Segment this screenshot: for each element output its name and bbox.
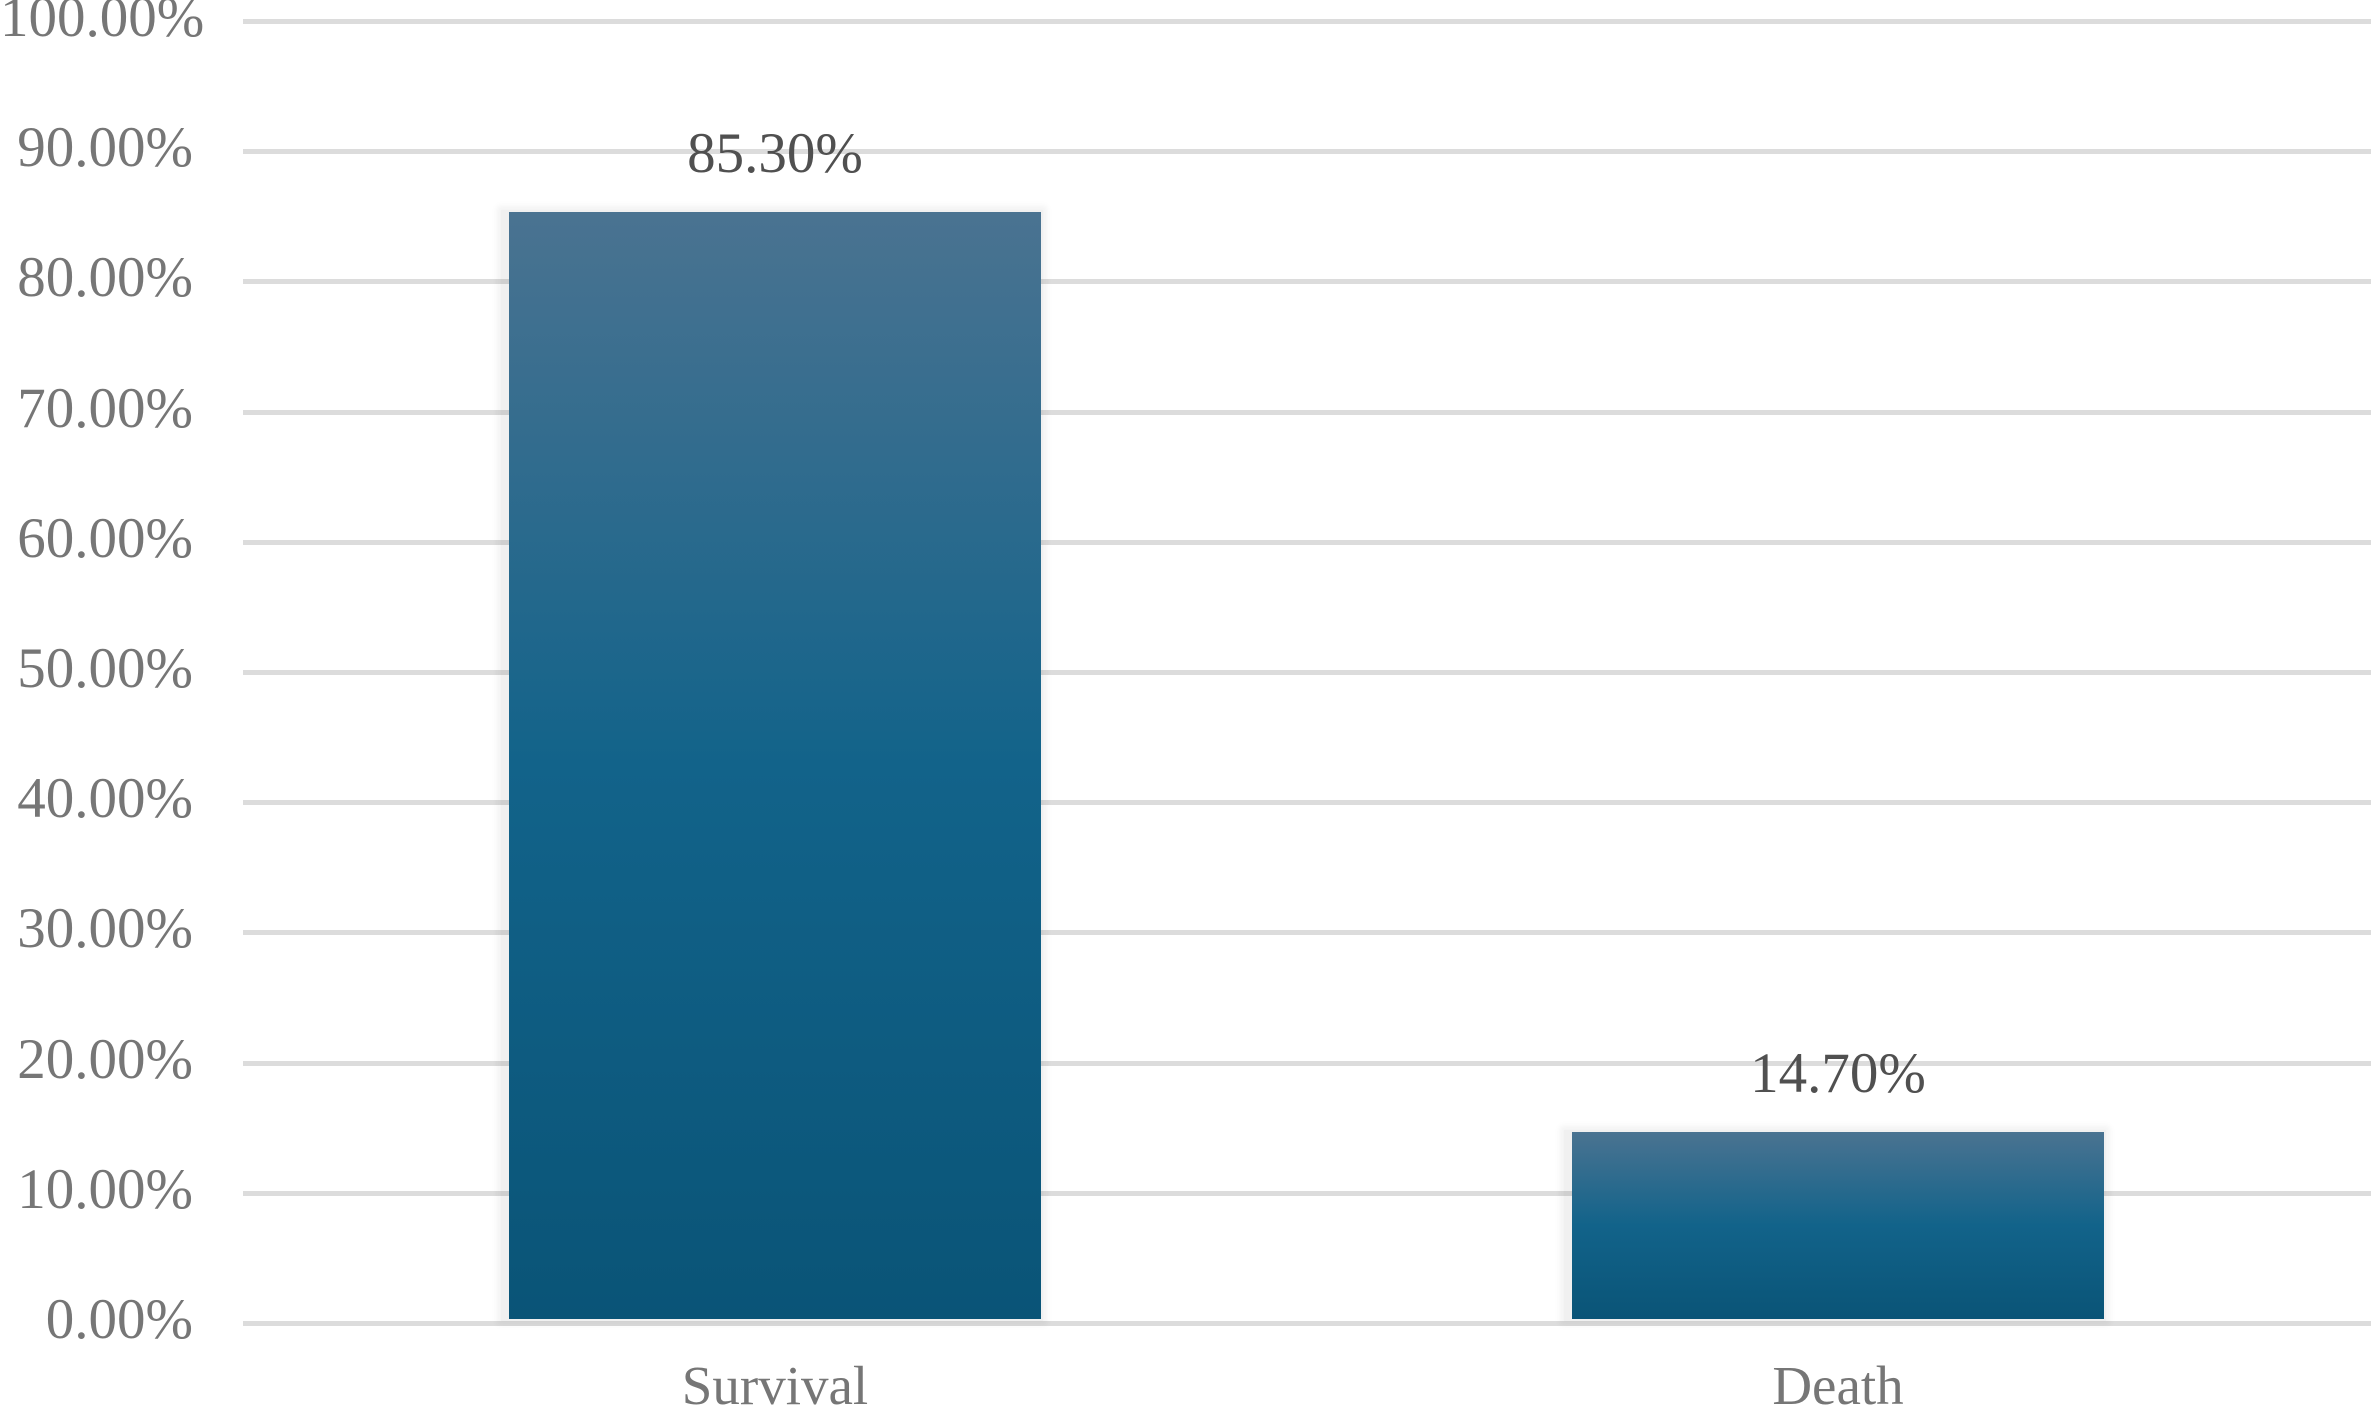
- y-axis-tick-label: 60.00%: [17, 506, 193, 570]
- gridline: [243, 1060, 2371, 1066]
- data-label: 85.30%: [687, 122, 863, 186]
- y-axis-tick-label: 40.00%: [17, 767, 193, 831]
- y-axis-tick-label: 50.00%: [17, 637, 193, 700]
- y-axis-tick-label: 0.00%: [45, 1288, 193, 1351]
- y-axis-tick-label: 90.00%: [17, 116, 193, 180]
- gridline: [243, 1190, 2371, 1196]
- gridline: [243, 1321, 2371, 1326]
- y-axis-tick-label: 30.00%: [17, 897, 193, 961]
- gridline: [243, 149, 2371, 155]
- gridline: [243, 930, 2371, 936]
- data-label: 14.70%: [1750, 1041, 1926, 1105]
- bar-survival: [509, 212, 1041, 1319]
- y-axis-tick-label: 80.00%: [17, 246, 193, 310]
- gridline: [243, 409, 2371, 415]
- y-axis-tick-label: 70.00%: [17, 376, 193, 440]
- gridline: [243, 539, 2371, 545]
- gridline: [243, 670, 2371, 675]
- gridline: [243, 19, 2371, 24]
- y-axis-tick-label: 20.00%: [17, 1027, 193, 1091]
- y-axis-tick-label: 10.00%: [17, 1157, 193, 1221]
- bar-death: [1572, 1131, 2104, 1319]
- x-axis-tick-label: Death: [1772, 1355, 1904, 1416]
- y-axis-tick-label: 100.00%: [0, 0, 205, 49]
- gridline: [243, 800, 2371, 806]
- gridline: [243, 279, 2371, 285]
- x-axis-tick-label: Survival: [681, 1355, 869, 1416]
